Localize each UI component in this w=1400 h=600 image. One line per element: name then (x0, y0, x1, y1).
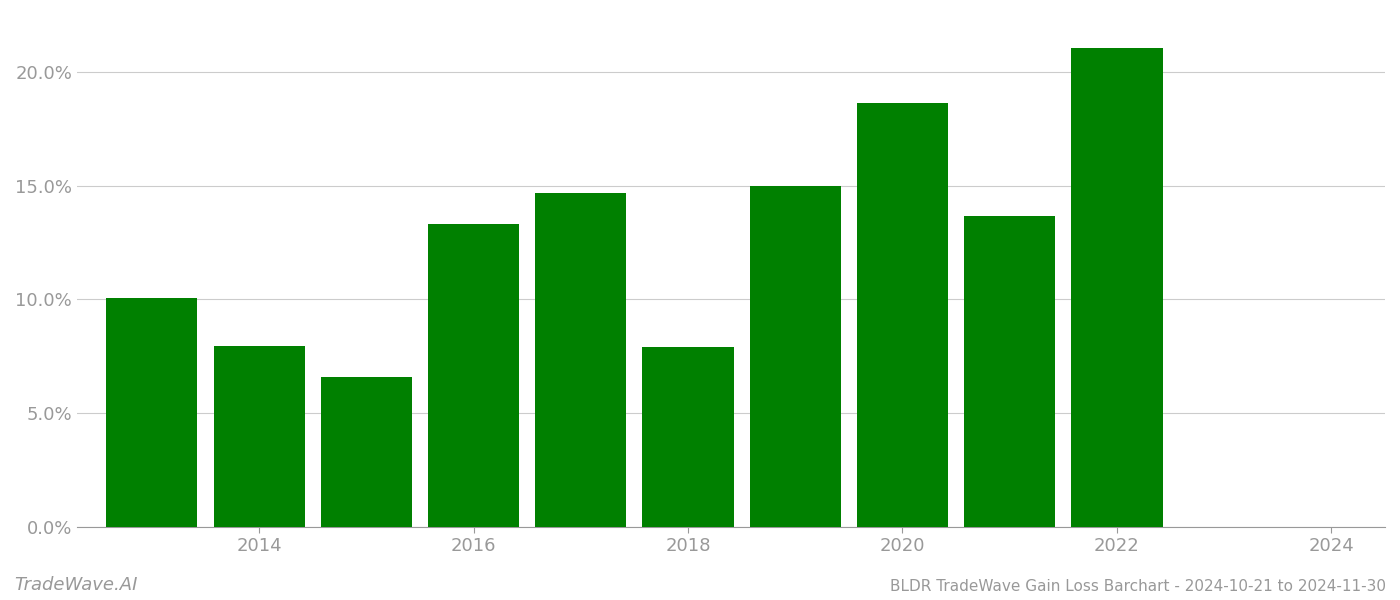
Bar (965, 216, 1056, 527)
Bar (749, 185, 841, 527)
Bar (643, 347, 734, 527)
Bar (428, 224, 519, 527)
Text: TradeWave.AI: TradeWave.AI (14, 576, 137, 594)
Bar (214, 346, 305, 527)
Bar (321, 377, 412, 527)
Bar (535, 193, 626, 527)
Text: BLDR TradeWave Gain Loss Barchart - 2024-10-21 to 2024-11-30: BLDR TradeWave Gain Loss Barchart - 2024… (890, 579, 1386, 594)
Bar (1071, 48, 1162, 527)
Bar (857, 103, 948, 527)
Bar (106, 298, 197, 527)
